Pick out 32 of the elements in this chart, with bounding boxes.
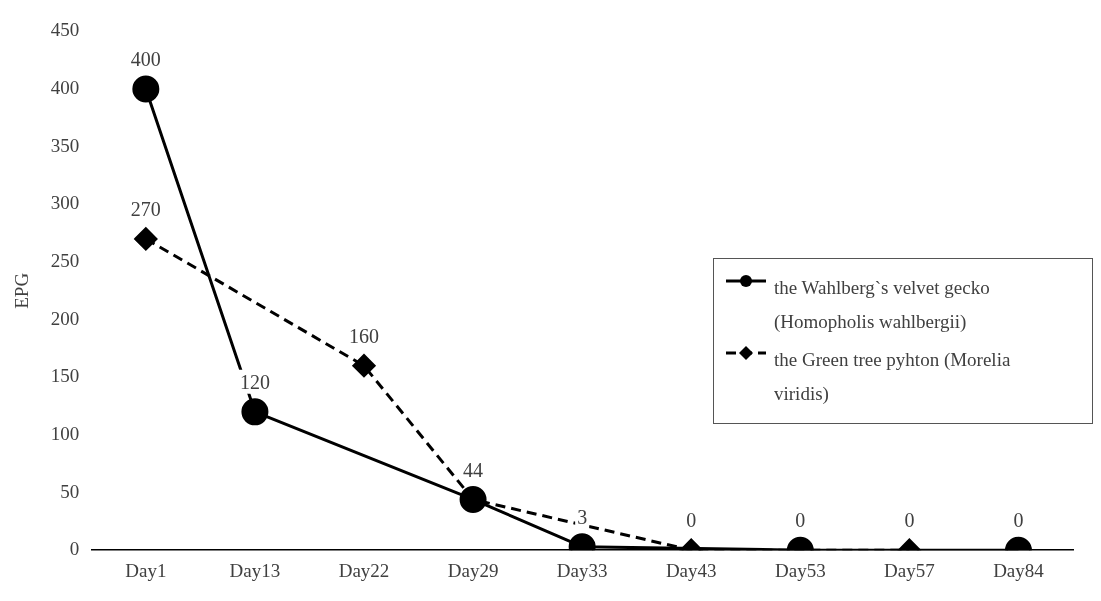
- data-label: 0: [904, 509, 915, 532]
- legend-label: the Green tree pyhton (Morelia viridis): [774, 348, 1012, 406]
- x-tick-label: Day22: [338, 559, 390, 581]
- y-tick-label: 350: [50, 134, 80, 156]
- y-tick-label: 150: [50, 365, 80, 387]
- y-tick-label: 400: [50, 77, 80, 99]
- y-tick-label: 100: [50, 422, 80, 444]
- legend-label: the Wahlberg`s velvet gecko (Homopholis wahlbergii): [774, 276, 991, 334]
- x-tick-label: Day53: [774, 559, 826, 581]
- y-tick-label: 300: [50, 192, 80, 214]
- y-tick-label: 450: [50, 19, 80, 41]
- data-label: 0: [1013, 509, 1024, 532]
- data-label: 44: [463, 458, 484, 481]
- data-label: 270: [130, 198, 161, 221]
- data-label: 120: [239, 371, 270, 394]
- x-tick-label: Day1: [125, 559, 167, 581]
- data-label: 0: [795, 509, 806, 532]
- x-tick-label: Day84: [993, 559, 1045, 581]
- y-tick-label: 0: [69, 538, 80, 560]
- y-tick-label: 50: [60, 480, 80, 502]
- data-label: 400: [130, 48, 161, 71]
- y-tick-label: 250: [50, 249, 80, 271]
- y-axis-title: EPG: [11, 272, 33, 309]
- data-label: 160: [348, 324, 379, 347]
- data-label: 3: [577, 505, 588, 528]
- x-tick-label: Day29: [447, 559, 499, 581]
- data-label: 0: [686, 509, 697, 532]
- x-tick-label: Day13: [229, 559, 281, 581]
- x-tick-label: Day57: [884, 559, 935, 581]
- y-tick-label: 200: [50, 307, 80, 329]
- x-tick-label: Day33: [556, 559, 608, 581]
- x-tick-label: Day43: [665, 559, 717, 581]
